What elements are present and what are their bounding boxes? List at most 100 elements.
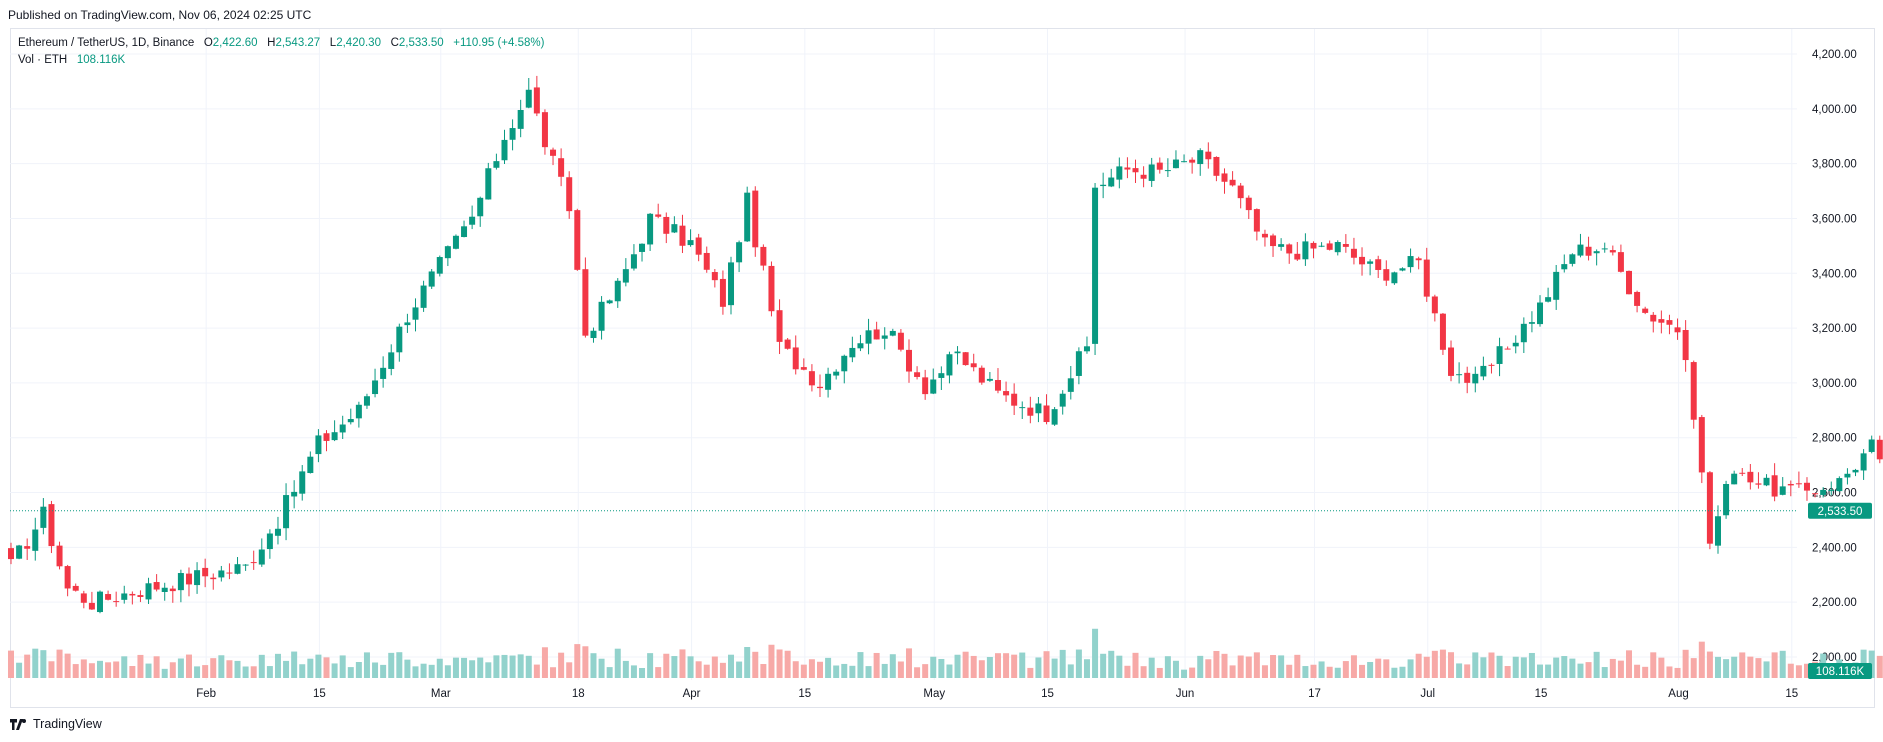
volume-bar (1245, 656, 1252, 678)
candle-body (1245, 197, 1252, 211)
volume-bar (1626, 650, 1632, 678)
candle-body (711, 272, 718, 281)
volume-bar (1593, 651, 1600, 678)
volume-bar (1318, 661, 1325, 678)
volume-bar (283, 660, 290, 678)
candle-body (121, 593, 128, 600)
volume-bar (719, 662, 726, 678)
candle-body (1286, 244, 1293, 254)
x-tick-label: Apr (683, 688, 701, 700)
y-tick-label: 2,400.00 (1812, 542, 1857, 554)
volume-bar (1496, 655, 1503, 678)
volume-bar (1075, 649, 1082, 678)
candle-body (792, 347, 799, 370)
x-tick-label: Aug (1668, 688, 1688, 700)
candle-body (938, 373, 945, 378)
candle-body (1682, 330, 1689, 361)
symbol-label[interactable]: Ethereum / TetherUS, 1D, Binance (18, 37, 195, 49)
candle-body (606, 300, 613, 304)
volume-bar (1472, 652, 1479, 678)
candle-body (857, 343, 864, 349)
candle-body (1820, 489, 1827, 495)
candle-body (16, 545, 23, 559)
candle-body (1577, 244, 1584, 256)
volume-bar (598, 658, 605, 678)
candle-body (1027, 407, 1034, 416)
chart-legend: Ethereum / TetherUS, 1D, Binance O2,422.… (18, 35, 544, 69)
volume-bar (1690, 658, 1697, 678)
volume-bar (372, 662, 379, 678)
volume-bar (1197, 655, 1204, 678)
candle-body (363, 396, 370, 406)
volume-bar (1731, 656, 1738, 678)
candle-body (1253, 209, 1260, 232)
x-tick-label: 15 (313, 688, 326, 700)
volume-label[interactable]: Vol · ETH (18, 54, 68, 66)
volume-bar (145, 663, 152, 678)
volume-bar (655, 667, 662, 678)
candle-body (404, 322, 411, 326)
volume-bar (1326, 666, 1333, 678)
volume-bar (776, 649, 783, 678)
volume-bar (517, 654, 524, 678)
candle-body (954, 351, 961, 354)
candle-body (776, 310, 783, 342)
candle-body (1812, 493, 1819, 495)
candle-body (1601, 248, 1608, 250)
volume-bar (1779, 650, 1786, 678)
volume-bar (1407, 659, 1414, 678)
volume-bar (323, 657, 330, 678)
candle-body (1261, 233, 1268, 238)
volume-bar (800, 664, 807, 678)
volume-bar (865, 666, 872, 678)
volume-bar (1124, 665, 1131, 678)
candle-body (752, 190, 759, 248)
candle-body (1132, 168, 1139, 173)
volume-bar (533, 664, 540, 678)
candle-body (169, 588, 176, 592)
footer-brand[interactable]: TradingView (10, 717, 102, 731)
volume-bar (550, 667, 557, 678)
candle-body (161, 587, 168, 592)
close-value: 2,533.50 (398, 37, 444, 49)
volume-bar (1286, 664, 1293, 678)
candle-body (291, 491, 298, 497)
y-tick-label: 3,200.00 (1812, 323, 1857, 335)
low-label: L (329, 37, 337, 49)
candle-body (1116, 166, 1123, 180)
volume-bar (663, 653, 670, 678)
volume-bar (380, 664, 387, 678)
candle-body (1480, 365, 1487, 377)
candle-body (1787, 483, 1794, 486)
tradingview-logo-icon (10, 718, 26, 730)
candle-body (881, 335, 888, 339)
candle-body (1003, 391, 1010, 396)
candle-body (1520, 323, 1527, 343)
y-tick-label: 2,600.00 (1812, 488, 1857, 500)
candle-body (1585, 246, 1592, 256)
volume-bar (1545, 664, 1552, 678)
candle-body (283, 495, 290, 529)
candle-body (1092, 187, 1099, 344)
candle-body (1181, 161, 1188, 163)
candle-body (1561, 264, 1568, 270)
candle-body (1011, 393, 1018, 406)
volume-bar (1359, 664, 1366, 678)
volume-bar (541, 647, 548, 678)
candle-body (1294, 253, 1301, 260)
candle-body (48, 504, 55, 547)
candle-body (825, 373, 832, 390)
volume-bar (291, 651, 298, 678)
candle-body (153, 582, 160, 590)
volume-bar (40, 650, 47, 678)
candle-body (736, 242, 743, 263)
volume-bar (1294, 654, 1301, 678)
volume-bar (1577, 663, 1584, 678)
volume-bar (1706, 651, 1713, 678)
volume-bar (493, 655, 500, 678)
volume-bar (1795, 665, 1802, 678)
volume-bar (388, 652, 395, 678)
volume-bar (64, 653, 71, 678)
candle-body (817, 386, 823, 389)
